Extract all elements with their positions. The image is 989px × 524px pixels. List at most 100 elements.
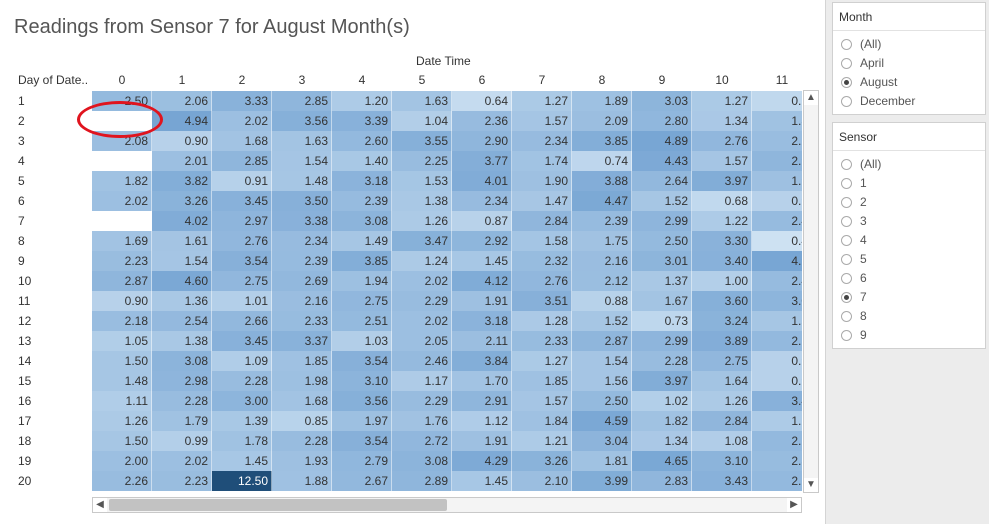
- heatmap-cell[interactable]: 3.85: [332, 251, 392, 271]
- heatmap-cell[interactable]: 1.57: [512, 391, 572, 411]
- heatmap-cell[interactable]: 1.75: [572, 231, 632, 251]
- heatmap-cell[interactable]: 1.38: [152, 331, 212, 351]
- heatmap-cell[interactable]: 2.75: [212, 271, 272, 291]
- heatmap-cell[interactable]: 2.87: [572, 331, 632, 351]
- heatmap-cell[interactable]: 1.68: [272, 391, 332, 411]
- heatmap-cell[interactable]: 2.79: [332, 451, 392, 471]
- heatmap-cell[interactable]: 2.2: [752, 131, 802, 151]
- scroll-right-icon[interactable]: ▶: [787, 498, 801, 512]
- radio-button-icon[interactable]: [841, 216, 852, 227]
- heatmap-cell[interactable]: 1.28: [512, 311, 572, 331]
- heatmap-cell[interactable]: 1.88: [272, 471, 332, 491]
- radio-button-icon[interactable]: [841, 311, 852, 322]
- heatmap-cell[interactable]: 3.50: [272, 191, 332, 211]
- scroll-up-icon[interactable]: ▲: [804, 91, 818, 105]
- heatmap-cell[interactable]: 1.22: [692, 211, 752, 231]
- heatmap-cell[interactable]: 3.54: [212, 251, 272, 271]
- heatmap-cell[interactable]: 2.3: [752, 451, 802, 471]
- sensor-option[interactable]: 1: [833, 174, 985, 193]
- heatmap-cell[interactable]: 3.47: [392, 231, 452, 251]
- heatmap-cell[interactable]: 0.99: [152, 431, 212, 451]
- radio-button-icon[interactable]: [841, 330, 852, 341]
- heatmap-cell[interactable]: 1.5: [752, 311, 802, 331]
- heatmap-cell[interactable]: 2.33: [272, 311, 332, 331]
- heatmap-cell[interactable]: 2.25: [392, 151, 452, 171]
- heatmap-cell[interactable]: 2.6: [752, 431, 802, 451]
- heatmap-cell[interactable]: 3.51: [512, 291, 572, 311]
- heatmap-cell[interactable]: 1.76: [392, 411, 452, 431]
- heatmap-cell[interactable]: 1.40: [332, 151, 392, 171]
- heatmap-cell[interactable]: 1.02: [632, 391, 692, 411]
- heatmap-cell[interactable]: 0.64: [452, 91, 512, 111]
- heatmap-cell[interactable]: 2.83: [632, 471, 692, 491]
- heatmap-cell[interactable]: 0.9: [752, 351, 802, 371]
- heatmap-cell[interactable]: 1.68: [212, 131, 272, 151]
- heatmap-cell[interactable]: 2.00: [92, 451, 152, 471]
- heatmap-cell[interactable]: 4.60: [152, 271, 212, 291]
- row-header-title[interactable]: Day of Date..: [18, 73, 89, 87]
- heatmap-cell[interactable]: 1.84: [512, 411, 572, 431]
- scroll-down-icon[interactable]: ▼: [804, 478, 818, 492]
- heatmap-cell[interactable]: 1.26: [692, 391, 752, 411]
- heatmap-cell[interactable]: 1.20: [332, 91, 392, 111]
- radio-button-icon[interactable]: [841, 77, 852, 88]
- heatmap-cell[interactable]: 4.9: [752, 251, 802, 271]
- heatmap-cell[interactable]: 0.87: [452, 211, 512, 231]
- heatmap-cell[interactable]: 3.56: [332, 391, 392, 411]
- heatmap-cell[interactable]: 1.69: [92, 231, 152, 251]
- radio-button-icon[interactable]: [841, 178, 852, 189]
- heatmap-cell[interactable]: 3.88: [572, 171, 632, 191]
- heatmap-cell[interactable]: 4.65: [632, 451, 692, 471]
- heatmap-cell[interactable]: 1.00: [692, 271, 752, 291]
- heatmap-cell[interactable]: 3.26: [152, 191, 212, 211]
- heatmap-cell[interactable]: 1.27: [512, 91, 572, 111]
- sensor-option[interactable]: 4: [833, 231, 985, 250]
- heatmap-cell[interactable]: 3.10: [692, 451, 752, 471]
- heatmap-cell[interactable]: 1.61: [152, 231, 212, 251]
- heatmap-cell[interactable]: 3.97: [632, 371, 692, 391]
- heatmap-cell[interactable]: 1.85: [272, 351, 332, 371]
- heatmap-cell[interactable]: 4.89: [632, 131, 692, 151]
- heatmap-cell[interactable]: 2.76: [212, 231, 272, 251]
- heatmap-cell[interactable]: 2.28: [272, 431, 332, 451]
- radio-button-icon[interactable]: [841, 254, 852, 265]
- heatmap-cell[interactable]: 1.04: [392, 111, 452, 131]
- heatmap-cell[interactable]: 3.45: [212, 191, 272, 211]
- heatmap-cell[interactable]: 3.97: [692, 171, 752, 191]
- heatmap-cell[interactable]: 2.99: [632, 211, 692, 231]
- heatmap-cell[interactable]: 2.98: [152, 371, 212, 391]
- heatmap-cell[interactable]: 2.66: [212, 311, 272, 331]
- heatmap-cell[interactable]: 1.50: [92, 431, 152, 451]
- heatmap-cell[interactable]: 1.45: [212, 451, 272, 471]
- heatmap-cell[interactable]: [92, 211, 152, 231]
- heatmap-cell[interactable]: 2.02: [392, 311, 452, 331]
- heatmap-cell[interactable]: 2.16: [572, 251, 632, 271]
- heatmap-cell[interactable]: 0.90: [92, 291, 152, 311]
- heatmap-cell[interactable]: 3.43: [692, 471, 752, 491]
- heatmap-cell[interactable]: 3.99: [572, 471, 632, 491]
- heatmap-cell[interactable]: 3.26: [512, 451, 572, 471]
- heatmap-cell[interactable]: 2.02: [212, 111, 272, 131]
- heatmap-cell[interactable]: 1.39: [212, 411, 272, 431]
- heatmap-cell[interactable]: 2.4: [752, 271, 802, 291]
- heatmap-cell[interactable]: 0.85: [272, 411, 332, 431]
- month-option[interactable]: August: [833, 73, 985, 92]
- heatmap-cell[interactable]: 2.69: [272, 271, 332, 291]
- heatmap-cell[interactable]: 3.08: [152, 351, 212, 371]
- heatmap-cell[interactable]: 2.91: [452, 391, 512, 411]
- heatmap-cell[interactable]: 1.17: [392, 371, 452, 391]
- heatmap-cell[interactable]: 2.84: [512, 211, 572, 231]
- heatmap-cell[interactable]: 4.02: [152, 211, 212, 231]
- heatmap-cell[interactable]: 1.37: [632, 271, 692, 291]
- heatmap-cell[interactable]: 2.80: [632, 111, 692, 131]
- heatmap-cell[interactable]: 1.03: [332, 331, 392, 351]
- heatmap-cell[interactable]: 1.9: [752, 171, 802, 191]
- heatmap-cell[interactable]: 2.11: [452, 331, 512, 351]
- heatmap-cell[interactable]: 1.54: [272, 151, 332, 171]
- radio-button-icon[interactable]: [841, 58, 852, 69]
- heatmap-cell[interactable]: 2.50: [572, 391, 632, 411]
- heatmap-cell[interactable]: 2.28: [212, 371, 272, 391]
- scroll-left-icon[interactable]: ◀: [93, 498, 107, 512]
- sensor-option[interactable]: 6: [833, 269, 985, 288]
- heatmap-cell[interactable]: 1.54: [572, 351, 632, 371]
